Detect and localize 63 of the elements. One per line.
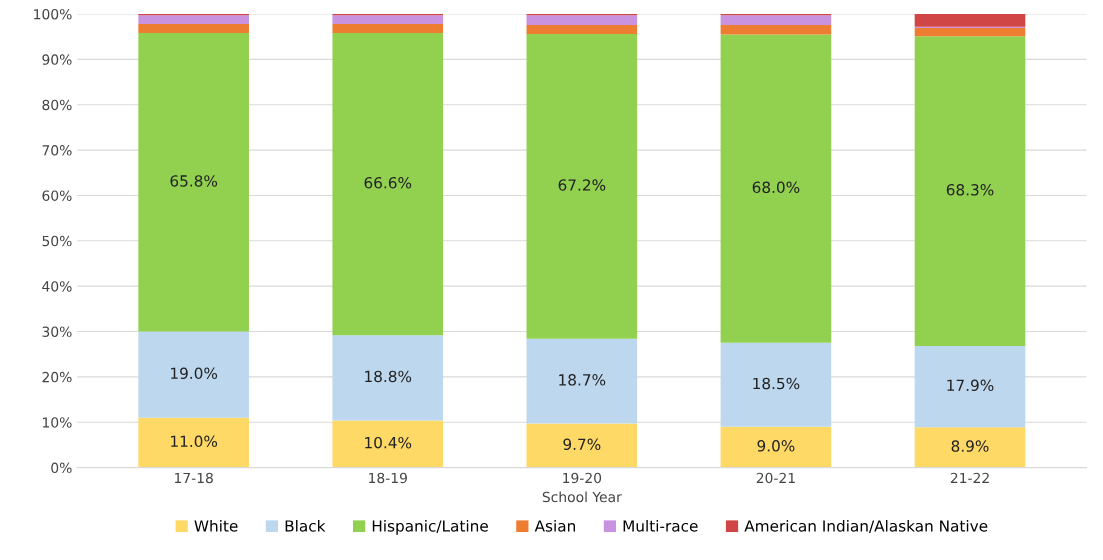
bar [332,335,444,421]
legend-label: Multi-race [623,519,698,532]
y-tick-label: 20% [42,371,72,383]
bar [138,23,249,34]
y-tick-label: 100% [34,8,72,20]
data-label: 66.6% [364,176,412,189]
bar [138,331,249,418]
data-label: 68.0% [752,181,800,194]
bar [720,24,832,35]
bar [526,423,638,468]
data-label: 10.4% [365,436,412,449]
y-tick-label: 80% [42,99,72,111]
x-tick-label: 17-18 [175,472,213,484]
data-label: 17.9% [947,379,994,392]
y-tick-label: 30% [42,326,72,337]
x-tick-label: 21-22 [950,472,989,484]
legend-label: Asian [534,519,575,532]
data-label: 18.8% [365,370,412,383]
y-tick-label: 40% [42,281,72,292]
bar [720,15,832,25]
bar [914,28,1026,37]
bar [526,33,638,339]
bar [332,420,444,468]
x-tick-label: 19-20 [563,472,602,484]
legend-label: White [194,519,238,532]
y-tick-label: 60% [42,190,72,201]
x-tick-label: 20-21 [756,472,795,484]
data-label: 68.3% [946,184,994,196]
bar [720,34,832,343]
bar [914,36,1026,347]
bar [914,14,1026,27]
x-tick-label: 18-19 [369,472,407,484]
bar [332,15,444,24]
bar [720,342,832,427]
bar [914,346,1026,428]
bar [332,33,444,336]
data-label: 9.0% [757,440,795,452]
data-label: 9.7% [563,438,601,451]
legend-label: Black [285,519,326,532]
bar [138,417,249,468]
y-tick-label: 0% [51,462,72,474]
x-axis-title: School Year [542,491,622,503]
data-label: 65.8% [170,175,218,187]
bar [526,24,638,34]
bar [138,15,249,24]
bar [914,427,1026,468]
legend-label: American Indian/Alaskan Native [744,519,988,533]
bar [332,23,444,34]
bar [720,426,832,468]
y-tick-label: 50% [42,235,72,247]
bar [526,338,638,424]
data-label: 19.0% [171,367,218,380]
data-label: 18.7% [559,374,606,386]
data-label: 8.9% [951,440,989,452]
legend-label: Hispanic/Latine [372,519,488,535]
data-label: 18.5% [753,377,800,390]
y-tick-label: 70% [42,145,72,156]
y-tick-label: 90% [42,54,72,65]
bar [138,33,249,332]
data-label: 11.0% [171,435,218,448]
data-label: 67.2% [558,179,606,191]
bar [526,15,638,25]
y-tick-label: 10% [43,417,72,428]
